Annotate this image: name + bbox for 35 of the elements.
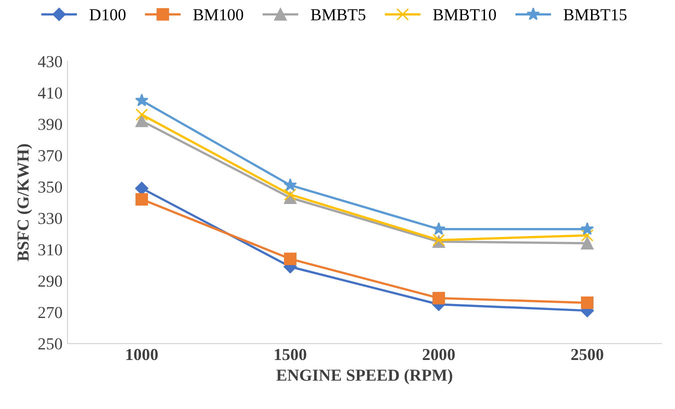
y-tick-label: 310 bbox=[38, 244, 62, 256]
x-axis-title: ENGINE SPEED (RPM) bbox=[276, 369, 452, 384]
y-tick-label: 410 bbox=[38, 87, 62, 99]
point bbox=[135, 182, 148, 195]
point bbox=[581, 236, 594, 250]
point bbox=[580, 222, 594, 235]
legend-label: BMBT10 bbox=[433, 9, 496, 20]
point bbox=[284, 178, 297, 191]
y-tick-label: 350 bbox=[38, 181, 62, 193]
point bbox=[135, 94, 148, 106]
point bbox=[581, 296, 594, 310]
legend-label: BMBT15 bbox=[564, 9, 626, 20]
legend-label: BMBT5 bbox=[310, 9, 366, 20]
y-tick-label: 330 bbox=[38, 212, 62, 224]
y-tick-label: 370 bbox=[38, 150, 62, 162]
legend-label: BM100 bbox=[193, 9, 244, 20]
y-tick-label: 290 bbox=[38, 276, 62, 287]
legend-label: D100 bbox=[90, 9, 126, 20]
y-tick-label: 250 bbox=[38, 338, 62, 350]
y-tick-label: 430 bbox=[38, 56, 62, 68]
x-tick-label: 2000 bbox=[422, 348, 455, 360]
point bbox=[136, 114, 148, 128]
point bbox=[432, 222, 446, 235]
point bbox=[284, 252, 296, 266]
x-tick-label: 2500 bbox=[571, 348, 604, 360]
y-tick-label: 390 bbox=[38, 118, 62, 130]
point bbox=[432, 292, 445, 304]
x-tick-label: 1500 bbox=[274, 348, 306, 360]
point bbox=[136, 108, 148, 121]
point bbox=[581, 229, 594, 242]
x-tick-label: 1000 bbox=[126, 348, 158, 360]
y-axis-title: BSFC (G/KWH) bbox=[16, 144, 32, 262]
point bbox=[136, 193, 148, 206]
y-tick-label: 270 bbox=[38, 306, 62, 318]
point bbox=[284, 188, 296, 201]
